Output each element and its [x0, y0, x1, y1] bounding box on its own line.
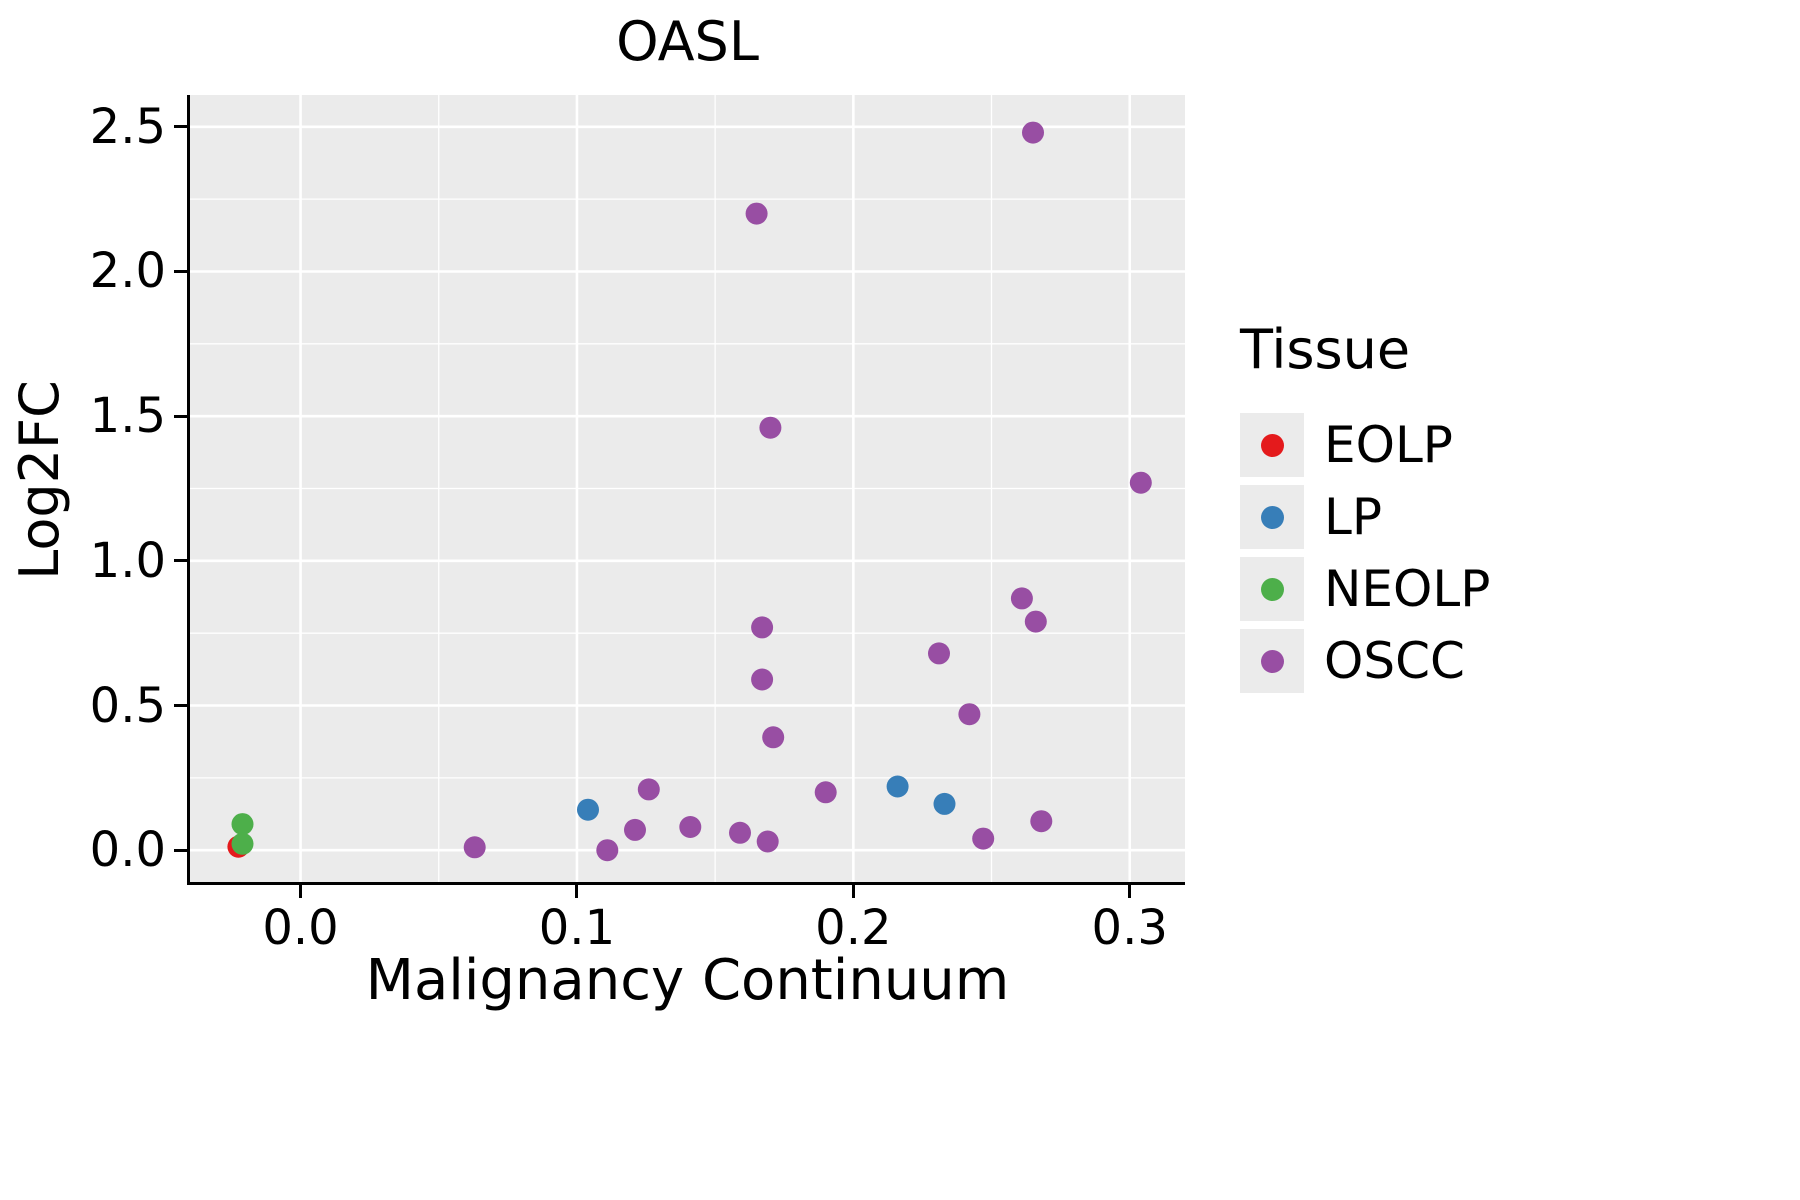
legend-item-eolp: EOLP	[1240, 409, 1490, 481]
data-point-neolp	[231, 832, 254, 855]
legend-item-label: NEOLP	[1324, 560, 1491, 618]
data-point-oscc	[756, 830, 779, 853]
x-axis-tick-label: 0.2	[815, 900, 892, 956]
data-point-oscc	[972, 827, 995, 850]
y-axis-tick-label: 0.0	[89, 822, 166, 879]
legend-item-label: LP	[1324, 488, 1383, 546]
data-point-oscc	[958, 703, 981, 726]
legend-key-swatch	[1240, 413, 1304, 477]
plot-canvas	[190, 95, 1185, 882]
legend-dot-icon	[1260, 433, 1284, 457]
data-point-oscc	[751, 668, 774, 691]
y-axis-tick-mark	[174, 125, 187, 129]
data-point-oscc	[1030, 810, 1053, 833]
y-axis-tick-mark	[174, 414, 187, 418]
x-axis-tick-mark	[299, 885, 303, 898]
data-point-oscc	[745, 202, 768, 225]
data-point-oscc	[637, 778, 660, 801]
legend-dot-icon	[1260, 577, 1284, 601]
legend-item-neolp: NEOLP	[1240, 553, 1490, 625]
legend-title: Tissue	[1240, 318, 1411, 381]
legend-key-swatch	[1240, 485, 1304, 549]
legend-items: EOLP LP NEOLP OSCC	[1240, 409, 1490, 697]
data-point-oscc	[814, 781, 837, 804]
legend: Tissue EOLP LP NEOLP OSCC	[1240, 318, 1490, 697]
data-point-oscc	[679, 816, 702, 838]
y-axis-tick-mark	[174, 704, 187, 707]
data-point-oscc	[751, 616, 774, 639]
chart-title: OASL	[616, 10, 759, 73]
data-point-oscc	[463, 836, 486, 859]
legend-key-swatch	[1240, 557, 1304, 621]
data-point-oscc	[928, 642, 950, 665]
data-point-lp	[577, 798, 599, 821]
data-point-oscc	[1010, 587, 1033, 610]
legend-item-label: OSCC	[1324, 632, 1465, 690]
data-point-oscc	[596, 839, 619, 862]
plot-panel	[187, 95, 1185, 885]
y-axis-tick-label: 1.0	[89, 532, 166, 589]
x-axis-tick-mark	[575, 885, 579, 898]
data-point-oscc	[729, 821, 751, 844]
y-axis-tick-label: 2.0	[89, 243, 166, 300]
data-point-oscc	[1129, 471, 1152, 494]
data-point-oscc	[762, 726, 785, 749]
x-axis-tick-label: 0.0	[262, 900, 339, 956]
data-point-lp	[933, 792, 956, 815]
y-axis-tick-label: 2.5	[89, 98, 166, 155]
x-axis-tick-label: 0.1	[538, 900, 616, 956]
legend-key-swatch	[1240, 629, 1304, 693]
y-axis-tick-label: 0.5	[89, 677, 166, 734]
y-axis-tick-label: 1.5	[89, 388, 166, 445]
y-axis-tick-mark	[174, 559, 187, 563]
data-point-neolp	[231, 813, 254, 836]
x-axis-tick-label: 0.3	[1091, 900, 1168, 956]
data-point-oscc	[759, 416, 782, 439]
data-point-oscc	[1022, 121, 1044, 144]
x-axis-title: Malignancy Continuum	[365, 948, 1010, 1013]
x-axis-tick-mark	[851, 885, 855, 898]
legend-dot-icon	[1260, 505, 1284, 529]
x-axis-tick-mark	[1128, 885, 1132, 898]
data-point-lp	[886, 775, 909, 798]
legend-item-label: EOLP	[1324, 416, 1453, 474]
y-axis-tick-mark	[174, 269, 187, 273]
legend-dot-icon	[1260, 649, 1284, 673]
legend-item-lp: LP	[1240, 481, 1490, 553]
legend-item-oscc: OSCC	[1240, 625, 1490, 697]
y-axis-title: Log2FC	[8, 380, 71, 580]
data-point-oscc	[1024, 610, 1047, 633]
data-point-oscc	[624, 818, 646, 841]
y-axis-tick-mark	[174, 848, 187, 852]
